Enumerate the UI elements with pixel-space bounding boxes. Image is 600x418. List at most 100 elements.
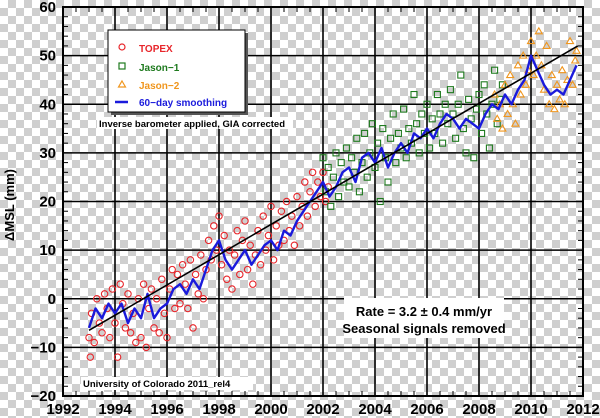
jason1-point bbox=[337, 159, 345, 167]
credit-note: University of Colorado 2011_rel4 bbox=[83, 379, 231, 390]
jason2-point bbox=[518, 51, 528, 59]
topex-point bbox=[176, 299, 184, 308]
corrections-note: Inverse barometer applied, GIA corrected bbox=[99, 119, 285, 130]
x-tick-label: 1992 bbox=[46, 401, 79, 418]
topex-point bbox=[210, 222, 218, 230]
jason1-point bbox=[462, 149, 470, 157]
jason2-point bbox=[555, 94, 565, 103]
jason2-point bbox=[505, 70, 515, 79]
jason1-point bbox=[439, 139, 447, 147]
topex-point bbox=[121, 324, 130, 332]
y-tick-label: 60 bbox=[39, 0, 56, 16]
jason2-point bbox=[529, 70, 539, 79]
topex-point bbox=[85, 333, 93, 342]
topex-point bbox=[319, 168, 327, 177]
topex-point bbox=[132, 338, 140, 347]
topex-point bbox=[241, 217, 249, 225]
topex-point bbox=[191, 270, 200, 279]
x-tick-label: 2004 bbox=[358, 401, 392, 418]
x-tick-label: 1996 bbox=[150, 401, 183, 418]
topex-point bbox=[158, 275, 166, 284]
topex-point bbox=[238, 236, 247, 245]
jason2-point bbox=[526, 36, 536, 45]
jason1-point bbox=[389, 110, 397, 118]
topex-point bbox=[236, 270, 244, 279]
jason1-point bbox=[428, 115, 436, 123]
jason1-point bbox=[342, 144, 350, 152]
topex-point bbox=[272, 222, 280, 230]
topex-point bbox=[173, 270, 182, 279]
jason1-point bbox=[402, 154, 410, 162]
topex-point bbox=[93, 294, 101, 303]
topex-point bbox=[264, 231, 273, 240]
jason2-point bbox=[534, 26, 544, 35]
topex-point bbox=[147, 285, 156, 293]
jason2-point bbox=[557, 65, 567, 74]
jason1-point bbox=[480, 81, 488, 89]
topex-point bbox=[269, 256, 278, 264]
legend-label-smoothing: 60−day smoothing bbox=[139, 98, 227, 109]
y-tick-label: 50 bbox=[39, 48, 56, 65]
topex-point bbox=[98, 329, 106, 337]
topex-point bbox=[199, 294, 208, 303]
x-tick-label: 2012 bbox=[566, 401, 599, 418]
topex-point bbox=[150, 324, 158, 332]
topex-point bbox=[113, 353, 122, 361]
jason1-point bbox=[454, 100, 462, 108]
topex-point bbox=[301, 178, 309, 186]
y-tick-label: 30 bbox=[39, 145, 56, 162]
topex-point bbox=[303, 212, 312, 220]
y-tick-label: −20 bbox=[31, 388, 56, 405]
topex-point bbox=[184, 304, 192, 313]
topex-point bbox=[259, 212, 267, 220]
jason1-point bbox=[478, 129, 486, 137]
x-tick-label: 2010 bbox=[514, 401, 547, 418]
seasonal-annotation: Seasonal signals removed bbox=[342, 321, 505, 336]
legend-marker-jason2 bbox=[117, 79, 127, 88]
topex-point bbox=[111, 319, 119, 327]
topex-point bbox=[194, 290, 202, 298]
jason1-point bbox=[436, 110, 444, 118]
jason1-point bbox=[423, 100, 431, 108]
jason1-point bbox=[384, 178, 392, 186]
jason1-point bbox=[400, 105, 408, 113]
jason2-point bbox=[560, 99, 570, 108]
jason1-point bbox=[441, 100, 449, 108]
jason1-point bbox=[376, 197, 384, 206]
rate-annotation: Rate = 3.2 ± 0.4 mm/yr bbox=[356, 304, 492, 319]
jason2-point bbox=[544, 99, 554, 108]
jason1-point bbox=[361, 129, 369, 137]
topex-point bbox=[314, 178, 322, 186]
jason2-point bbox=[547, 70, 557, 79]
topex-point bbox=[178, 260, 187, 269]
jason2-point bbox=[516, 89, 526, 98]
jason1-point bbox=[405, 125, 413, 133]
jason1-point bbox=[324, 163, 332, 172]
topex-point bbox=[215, 212, 223, 220]
axes: 1992 1994 1996 1998 2000 2002 2004 2006 2008 2010… bbox=[31, 0, 600, 418]
topex-point bbox=[90, 338, 98, 347]
jason1-point bbox=[472, 105, 480, 113]
y-tick-label: 10 bbox=[39, 242, 56, 259]
jason1-point bbox=[457, 71, 465, 79]
legend-label-topex: TOPEX bbox=[139, 44, 173, 55]
topex-point bbox=[277, 207, 286, 215]
jason1-point bbox=[363, 173, 371, 181]
topex-point bbox=[124, 290, 132, 298]
topex-point bbox=[171, 304, 179, 313]
jason2-point bbox=[542, 41, 552, 49]
topex-point bbox=[160, 309, 169, 318]
legend-label-jason1: Jason−1 bbox=[139, 63, 180, 74]
jason2-point bbox=[531, 51, 541, 59]
jason2-point bbox=[549, 104, 559, 113]
data-marks bbox=[85, 26, 581, 361]
x-tick-label: 1998 bbox=[202, 401, 235, 418]
jason1-point bbox=[493, 120, 501, 128]
jason1-point bbox=[379, 125, 387, 133]
jason1-point bbox=[329, 173, 337, 181]
topex-point bbox=[243, 265, 252, 274]
topex-point bbox=[217, 260, 226, 269]
jason1-point bbox=[426, 144, 434, 152]
jason1-point bbox=[340, 178, 348, 186]
